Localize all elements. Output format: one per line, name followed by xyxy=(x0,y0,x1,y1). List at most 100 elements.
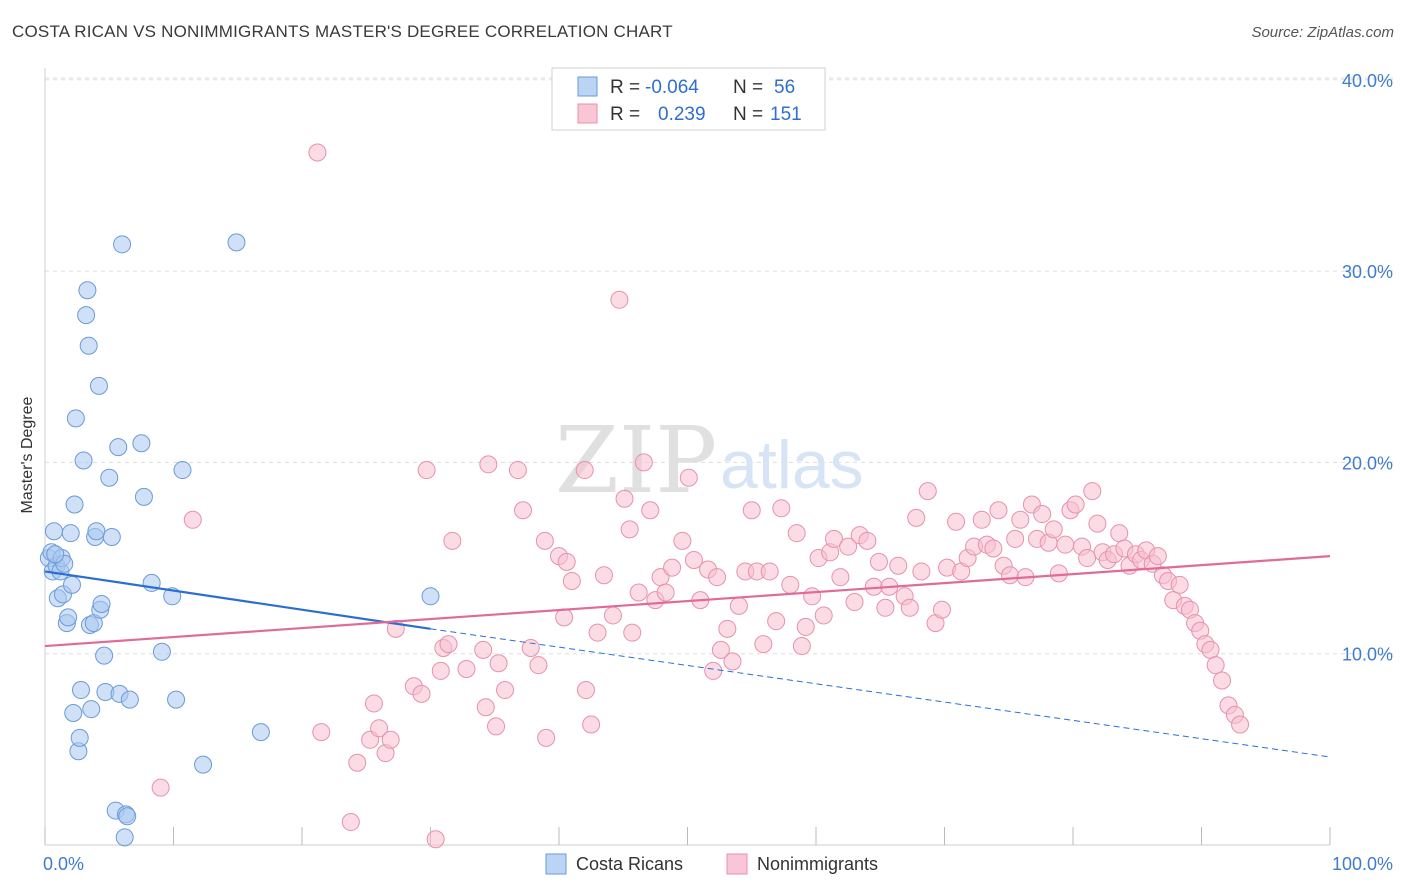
legend-n-value-1: 56 xyxy=(774,77,795,98)
point-nonimmigrants-146 xyxy=(1206,656,1225,675)
y-tick-label-1: 20.0% xyxy=(1342,453,1393,473)
legend-swatch-blue xyxy=(577,76,598,97)
point-nonimmigrants-64 xyxy=(729,596,748,615)
point-costa-ricans-54 xyxy=(421,587,440,606)
point-costa-ricans-28 xyxy=(87,522,106,541)
point-nonimmigrants-108 xyxy=(1001,566,1020,585)
point-nonimmigrants-39 xyxy=(582,715,601,734)
point-nonimmigrants-37 xyxy=(575,461,594,480)
point-nonimmigrants-62 xyxy=(718,619,737,638)
point-nonimmigrants-25 xyxy=(489,654,508,673)
point-nonimmigrants-52 xyxy=(656,583,675,602)
x-tick-labels: 0.0% 100.0% xyxy=(43,854,1393,874)
point-nonimmigrants-75 xyxy=(796,617,815,636)
point-nonimmigrants-66 xyxy=(742,501,761,520)
y-tick-label-2: 30.0% xyxy=(1342,262,1393,282)
trend-line-nonimmigrants xyxy=(44,555,1331,648)
point-costa-ricans-18 xyxy=(70,728,89,747)
point-nonimmigrants-61 xyxy=(711,640,730,659)
point-nonimmigrants-32 xyxy=(537,728,556,747)
point-nonimmigrants-147 xyxy=(1213,671,1232,690)
point-nonimmigrants-4 xyxy=(341,813,360,832)
point-nonimmigrants-95 xyxy=(918,482,937,501)
point-nonimmigrants-78 xyxy=(814,606,833,625)
x-tick-label-min: 0.0% xyxy=(43,854,84,874)
point-nonimmigrants-150 xyxy=(1231,715,1250,734)
point-nonimmigrants-59 xyxy=(704,661,723,680)
point-nonimmigrants-76 xyxy=(803,587,822,606)
point-nonimmigrants-109 xyxy=(1006,529,1025,548)
point-nonimmigrants-80 xyxy=(824,529,843,548)
point-nonimmigrants-5 xyxy=(348,753,367,772)
point-nonimmigrants-40 xyxy=(588,623,607,642)
point-costa-ricans-15 xyxy=(65,495,84,514)
trend-lines xyxy=(44,555,1331,758)
legend-r-value-1: -0.064 xyxy=(645,77,699,98)
point-nonimmigrants-110 xyxy=(1011,510,1030,529)
point-nonimmigrants-135 xyxy=(1148,547,1167,566)
point-nonimmigrants-44 xyxy=(615,489,634,508)
point-nonimmigrants-41 xyxy=(594,566,613,585)
point-costa-ricans-49 xyxy=(167,690,186,709)
y-tick-labels: 10.0% 20.0% 30.0% 40.0% xyxy=(1342,71,1393,665)
legend-bottom: Costa Ricans Nonimmigrants xyxy=(545,853,878,875)
point-nonimmigrants-87 xyxy=(869,552,888,571)
point-costa-ricans-37 xyxy=(109,438,128,457)
point-nonimmigrants-74 xyxy=(792,637,811,656)
legend-top: R = -0.064 N = 56 R = 0.239 N = 151 xyxy=(551,67,826,131)
point-nonimmigrants-16 xyxy=(431,661,450,680)
point-nonimmigrants-120 xyxy=(1066,495,1085,514)
point-nonimmigrants-93 xyxy=(907,508,926,527)
point-costa-ricans-31 xyxy=(92,594,111,613)
point-costa-ricans-12 xyxy=(61,524,80,543)
point-nonimmigrants-116 xyxy=(1044,520,1063,539)
chart-title: COSTA RICAN VS NONIMMIGRANTS MASTER'S DE… xyxy=(12,22,673,41)
point-nonimmigrants-123 xyxy=(1083,482,1102,501)
point-costa-ricans-52 xyxy=(227,233,246,252)
point-nonimmigrants-88 xyxy=(876,598,895,617)
point-nonimmigrants-124 xyxy=(1088,514,1107,533)
gridlines xyxy=(45,77,1395,655)
point-costa-ricans-35 xyxy=(102,528,121,547)
point-costa-ricans-44 xyxy=(132,434,151,453)
point-costa-ricans-42 xyxy=(118,807,137,826)
point-nonimmigrants-35 xyxy=(557,552,576,571)
point-nonimmigrants-13 xyxy=(412,684,431,703)
point-costa-ricans-43 xyxy=(120,690,139,709)
legend-swatch-pink xyxy=(577,103,598,124)
legend-bottom-nonimmigrants: Nonimmigrants xyxy=(757,854,878,874)
point-nonimmigrants-92 xyxy=(900,598,919,617)
point-costa-ricans-11 xyxy=(59,608,78,627)
point-nonimmigrants-63 xyxy=(723,652,742,671)
point-costa-ricans-39 xyxy=(113,235,132,254)
point-nonimmigrants-68 xyxy=(754,635,773,654)
point-nonimmigrants-90 xyxy=(889,556,908,575)
point-nonimmigrants-15 xyxy=(426,830,445,849)
point-nonimmigrants-85 xyxy=(858,531,877,550)
point-nonimmigrants-99 xyxy=(947,512,966,531)
point-nonimmigrants-94 xyxy=(912,562,931,581)
point-nonimmigrants-30 xyxy=(529,656,548,675)
point-nonimmigrants-103 xyxy=(972,510,991,529)
point-nonimmigrants-19 xyxy=(443,531,462,550)
point-costa-ricans-32 xyxy=(95,646,114,665)
point-nonimmigrants-14 xyxy=(417,461,436,480)
point-nonimmigrants-53 xyxy=(663,558,682,577)
point-nonimmigrants-55 xyxy=(679,468,698,487)
watermark: ZIP atlas xyxy=(555,407,864,514)
chart-source: Source: ZipAtlas.com xyxy=(1251,24,1394,41)
point-nonimmigrants-106 xyxy=(989,501,1008,520)
point-nonimmigrants-72 xyxy=(781,575,800,594)
point-nonimmigrants-23 xyxy=(479,455,498,474)
point-costa-ricans-13 xyxy=(62,575,81,594)
y-tick-label-3: 40.0% xyxy=(1342,71,1393,91)
point-costa-ricans-14 xyxy=(64,704,83,723)
point-nonimmigrants-82 xyxy=(839,537,858,556)
point-costa-ricans-16 xyxy=(66,409,85,428)
point-nonimmigrants-10 xyxy=(381,730,400,749)
point-nonimmigrants-38 xyxy=(576,681,595,700)
legend-n-label-2: N = xyxy=(733,104,763,125)
point-costa-ricans-25 xyxy=(82,700,101,719)
point-nonimmigrants-34 xyxy=(555,608,574,627)
point-nonimmigrants-83 xyxy=(845,593,864,612)
